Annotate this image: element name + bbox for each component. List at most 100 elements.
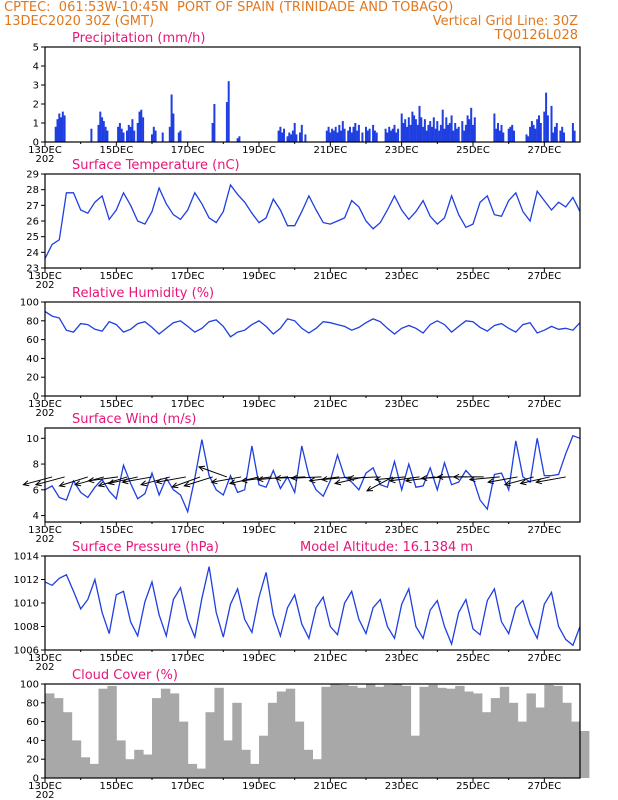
y-tick-label: 100	[20, 298, 39, 309]
cloud-bar	[553, 685, 563, 778]
wind-arrowhead	[535, 478, 543, 485]
precip-bar	[550, 105, 553, 142]
precip-bar	[304, 134, 307, 142]
panel-cloud: 0 20 40 60 80 100 13DEC 15DEC 17DEC 19DEC 21DEC 23D…	[20, 668, 590, 800]
precip-bar	[341, 121, 344, 142]
panel-title-precip: Precipitation (mm/h)	[72, 31, 205, 46]
wind-arrow	[172, 476, 201, 488]
precip-bar	[414, 119, 417, 142]
precip-bar	[432, 117, 435, 142]
y-tick-label: 1014	[14, 552, 39, 563]
wind-arrow	[257, 476, 288, 481]
x-tick-label: 25DEC	[456, 399, 490, 410]
precip-bar	[327, 126, 330, 142]
panel-temp: 23 24 25 26 27 28 29 13DEC 15DEC 17DEC 19DEC 21DEC 2…	[26, 158, 581, 291]
precip-bar	[552, 132, 555, 142]
precip-bar	[539, 123, 542, 142]
cloud-bar	[580, 731, 590, 778]
wind-arrowhead	[183, 481, 191, 488]
precip-bar	[495, 128, 498, 142]
precip-bar	[509, 126, 512, 142]
wind-arrowhead	[290, 474, 298, 482]
precip-bar	[97, 124, 100, 142]
precip-bar	[133, 130, 136, 142]
cloud-bar	[571, 721, 581, 778]
precip-bar	[493, 113, 496, 142]
precip-bar	[90, 128, 93, 142]
x-tick-label: 21DEC	[313, 653, 347, 664]
precip-bar	[507, 128, 510, 142]
x-year-label: 202	[35, 408, 54, 419]
precip-bar	[420, 117, 423, 142]
cloud-bar	[71, 740, 82, 778]
cloud-bar	[473, 693, 483, 778]
x-tick-label: 15DEC	[99, 781, 133, 792]
wind-arrow	[321, 476, 352, 481]
panel-title-temp: Surface Temperature (nC)	[72, 158, 240, 173]
precip-bar	[470, 107, 473, 142]
cloud-bar	[348, 685, 358, 778]
wind-arrow	[184, 476, 213, 487]
precip-bar	[213, 104, 216, 142]
precip-bar	[407, 117, 410, 142]
wind-arrowhead	[436, 473, 444, 480]
cloud-bar	[535, 707, 545, 778]
wind-arrow	[536, 476, 566, 483]
x-tick-label: 13DEC	[28, 781, 62, 792]
cloud-bar	[232, 702, 242, 778]
precip-bar	[388, 126, 391, 142]
y-tick-label: 2	[33, 100, 39, 111]
wind-arrowhead	[420, 474, 428, 482]
precip-bar	[498, 130, 501, 142]
precip-bar	[172, 113, 175, 142]
wind-arrow	[375, 476, 406, 481]
wind-arrow	[469, 476, 500, 481]
panel-title-wind: Surface Wind (m/s)	[72, 412, 196, 427]
precip-bar	[561, 126, 564, 142]
wind-arrowhead	[468, 476, 476, 483]
precip-bar	[439, 124, 442, 142]
precip-bar	[532, 124, 535, 142]
y-tick-label: 1008	[14, 622, 39, 633]
precip-bar	[290, 134, 293, 142]
cloud-bar	[303, 749, 313, 778]
precip-bar	[236, 138, 239, 142]
precip-bar	[279, 126, 282, 142]
wind-arrowhead	[171, 482, 179, 489]
precip-bar	[434, 128, 437, 142]
precip-bar	[454, 123, 457, 142]
x-tick-label: 19DEC	[242, 271, 276, 282]
wind-arrowhead	[240, 477, 248, 484]
x-year-label: 202	[35, 534, 54, 545]
precip-bar	[447, 124, 449, 142]
x-tick-label: 23DEC	[385, 145, 419, 156]
cloud-bar	[241, 749, 251, 778]
y-tick-label: 8	[33, 460, 39, 471]
x-tick-label: 27DEC	[527, 145, 561, 156]
precip-bar	[122, 132, 125, 142]
wind-arrowhead	[519, 479, 527, 486]
precip-bar	[329, 132, 332, 142]
precip-bar	[543, 111, 546, 142]
y-tick-label: 100	[20, 680, 39, 691]
x-tick-label: 21DEC	[313, 145, 347, 156]
x-tick-label: 15DEC	[99, 525, 133, 536]
precip-bar	[126, 130, 128, 142]
precip-bar	[293, 123, 296, 142]
y-tick-label: 60	[26, 335, 39, 346]
precip-bar	[131, 119, 134, 142]
y-tick-label: 0	[33, 138, 39, 149]
x-tick-label: 13DEC	[28, 525, 62, 536]
precip-bar	[227, 81, 230, 142]
wind-arrow	[98, 476, 128, 487]
cloud-bar	[80, 757, 91, 778]
precip-bar	[546, 115, 549, 142]
precip-bar	[63, 115, 66, 142]
precip-bar	[338, 124, 341, 142]
wind-arrowhead	[274, 474, 282, 482]
precip-bar	[151, 134, 153, 142]
y-tick-label: 6	[33, 485, 39, 496]
y-tick-label: 0	[33, 392, 39, 403]
panel-wind: 4 6 8 10 13DEC 15DEC 17DEC 19DEC 21DEC 23DEC 25DEC…	[22, 412, 581, 545]
